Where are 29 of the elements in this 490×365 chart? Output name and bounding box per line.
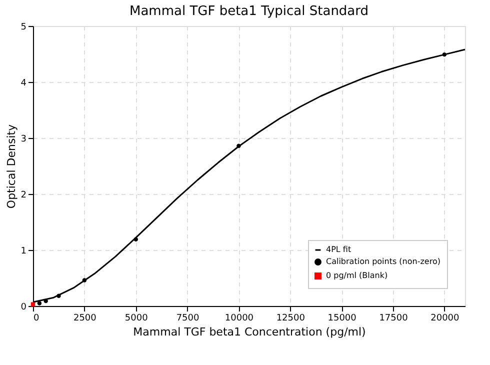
y-tick-label: 2 — [20, 190, 26, 200]
x-tick-label: 20000 — [430, 314, 460, 324]
x-tick-label: 0 — [34, 314, 40, 324]
x-axis-title: Mammal TGF beta1 Concentration (pg/ml) — [133, 326, 366, 338]
point — [56, 294, 61, 298]
x-tick-label: 15000 — [328, 314, 357, 324]
point — [236, 144, 241, 148]
y-tick-label: 0 — [20, 302, 27, 312]
y-tick-label: 4 — [20, 78, 27, 88]
y-tick-label: 5 — [20, 22, 26, 32]
y-tick-label: 1 — [20, 246, 26, 256]
y-axis-title: Optical Density — [4, 124, 18, 209]
chart-title: Mammal TGF beta1 Typical Standard — [129, 4, 369, 19]
legend-label: 0 pg/ml (Blank) — [326, 271, 388, 280]
x-tick-label: 2500 — [73, 314, 97, 324]
point — [44, 298, 48, 304]
legend-label: Calibration points (non-zero) — [326, 257, 440, 266]
x-tick-label: 12500 — [276, 314, 306, 324]
y-tick-label: 3 — [20, 134, 26, 144]
point — [442, 52, 447, 57]
x-tick-label: 10000 — [224, 314, 254, 324]
x-tick-label: 7500 — [176, 314, 200, 324]
point — [134, 237, 138, 242]
legend-label: 4PL fit — [326, 245, 352, 254]
point — [37, 301, 42, 306]
x-tick-label: 5000 — [124, 314, 148, 324]
x-tick-label: 17500 — [379, 314, 408, 324]
point — [30, 302, 36, 306]
point — [82, 278, 87, 282]
